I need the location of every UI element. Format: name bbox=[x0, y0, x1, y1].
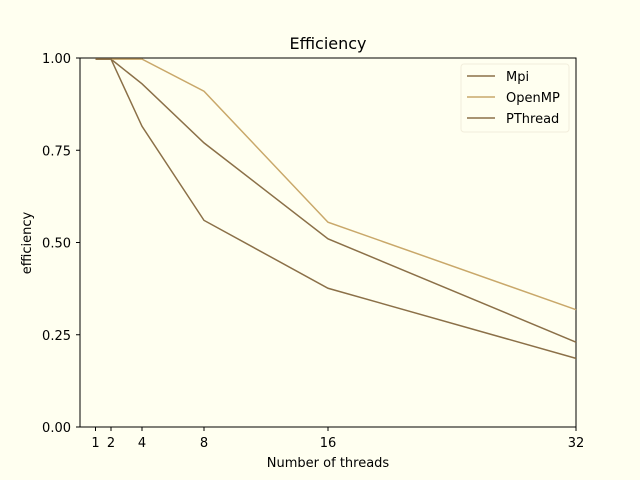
legend: Mpi OpenMP PThread bbox=[460, 63, 570, 133]
x-tick-label: 16 bbox=[320, 436, 337, 451]
y-tick-label: 0.75 bbox=[42, 144, 71, 159]
ticks-layer: 1 2 4 8 16 32 0.00 0.25 0.50 0.75 1.00 bbox=[42, 52, 584, 451]
legend-box bbox=[460, 63, 570, 133]
chart-title: Efficiency bbox=[289, 34, 366, 53]
y-tick-label: 0.50 bbox=[42, 237, 71, 252]
y-tick-label: 0.25 bbox=[42, 329, 71, 344]
y-axis-label: efficiency bbox=[20, 211, 35, 274]
x-tick-label: 2 bbox=[107, 436, 115, 451]
legend-label-openmp: OpenMP bbox=[506, 91, 560, 106]
x-axis-label: Number of threads bbox=[267, 456, 390, 471]
x-tick-label: 8 bbox=[200, 436, 208, 451]
x-tick-label: 4 bbox=[138, 436, 146, 451]
series-line-pthread bbox=[95, 58, 577, 360]
x-tick-label: 32 bbox=[568, 436, 585, 451]
series-layer bbox=[95, 58, 577, 360]
legend-label-pthread: PThread bbox=[506, 112, 559, 127]
y-tick-label: 0.00 bbox=[42, 421, 71, 436]
x-tick-label: 1 bbox=[91, 436, 99, 451]
y-tick-label: 1.00 bbox=[42, 52, 71, 67]
legend-label-mpi: Mpi bbox=[506, 70, 529, 85]
